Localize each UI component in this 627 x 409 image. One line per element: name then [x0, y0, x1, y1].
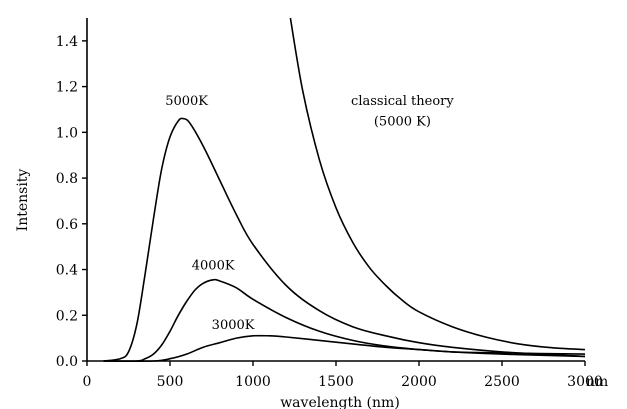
- y-axis-ticks: 0.0 0.2 0.4 0.6 0.8 1.0 1.2 1.4: [56, 34, 87, 370]
- y-tick-label: 1.2: [56, 80, 78, 96]
- y-tick-label: 0.4: [56, 263, 78, 279]
- axes: [86, 18, 585, 362]
- x-tick-label: 3000: [567, 374, 603, 390]
- annotation-label: 3000K: [212, 318, 255, 333]
- y-tick-label: 1.0: [56, 125, 78, 141]
- series-line-4000k: [103, 278, 586, 362]
- series-group: [103, 17, 586, 362]
- x-tick-label: 1000: [235, 374, 271, 390]
- x-tick-label: 2500: [484, 374, 520, 390]
- series-line-classical-theory-5000-k: [289, 17, 586, 351]
- y-tick-label: 0.0: [56, 354, 78, 370]
- x-axis-ticks: 0 500 1000 1500 2000 2500 3000: [83, 361, 603, 390]
- x-tick-label: 1500: [318, 374, 354, 390]
- annotations: 5000K 4000K 3000K classical theory (5000 K): [165, 94, 454, 333]
- x-axis-unit-label: nm: [586, 374, 608, 390]
- y-tick-label: 1.4: [56, 34, 78, 50]
- x-tick-label: 2000: [401, 374, 437, 390]
- series-line-3000k: [103, 334, 586, 362]
- x-tick-label: 500: [157, 374, 184, 390]
- annotation-label: classical theory: [351, 94, 454, 109]
- annotation-label: 5000K: [165, 94, 208, 109]
- y-axis-title: Intensity: [15, 169, 31, 232]
- y-tick-label: 0.2: [56, 308, 78, 324]
- annotation-label: (5000 K): [374, 114, 431, 129]
- annotation-label: 4000K: [192, 259, 235, 274]
- y-tick-label: 0.8: [56, 171, 78, 187]
- y-tick-label: 0.6: [56, 217, 78, 233]
- x-tick-label: 0: [83, 374, 92, 390]
- series-line-5000k: [103, 117, 586, 362]
- x-axis-title: wavelength (nm): [280, 395, 400, 409]
